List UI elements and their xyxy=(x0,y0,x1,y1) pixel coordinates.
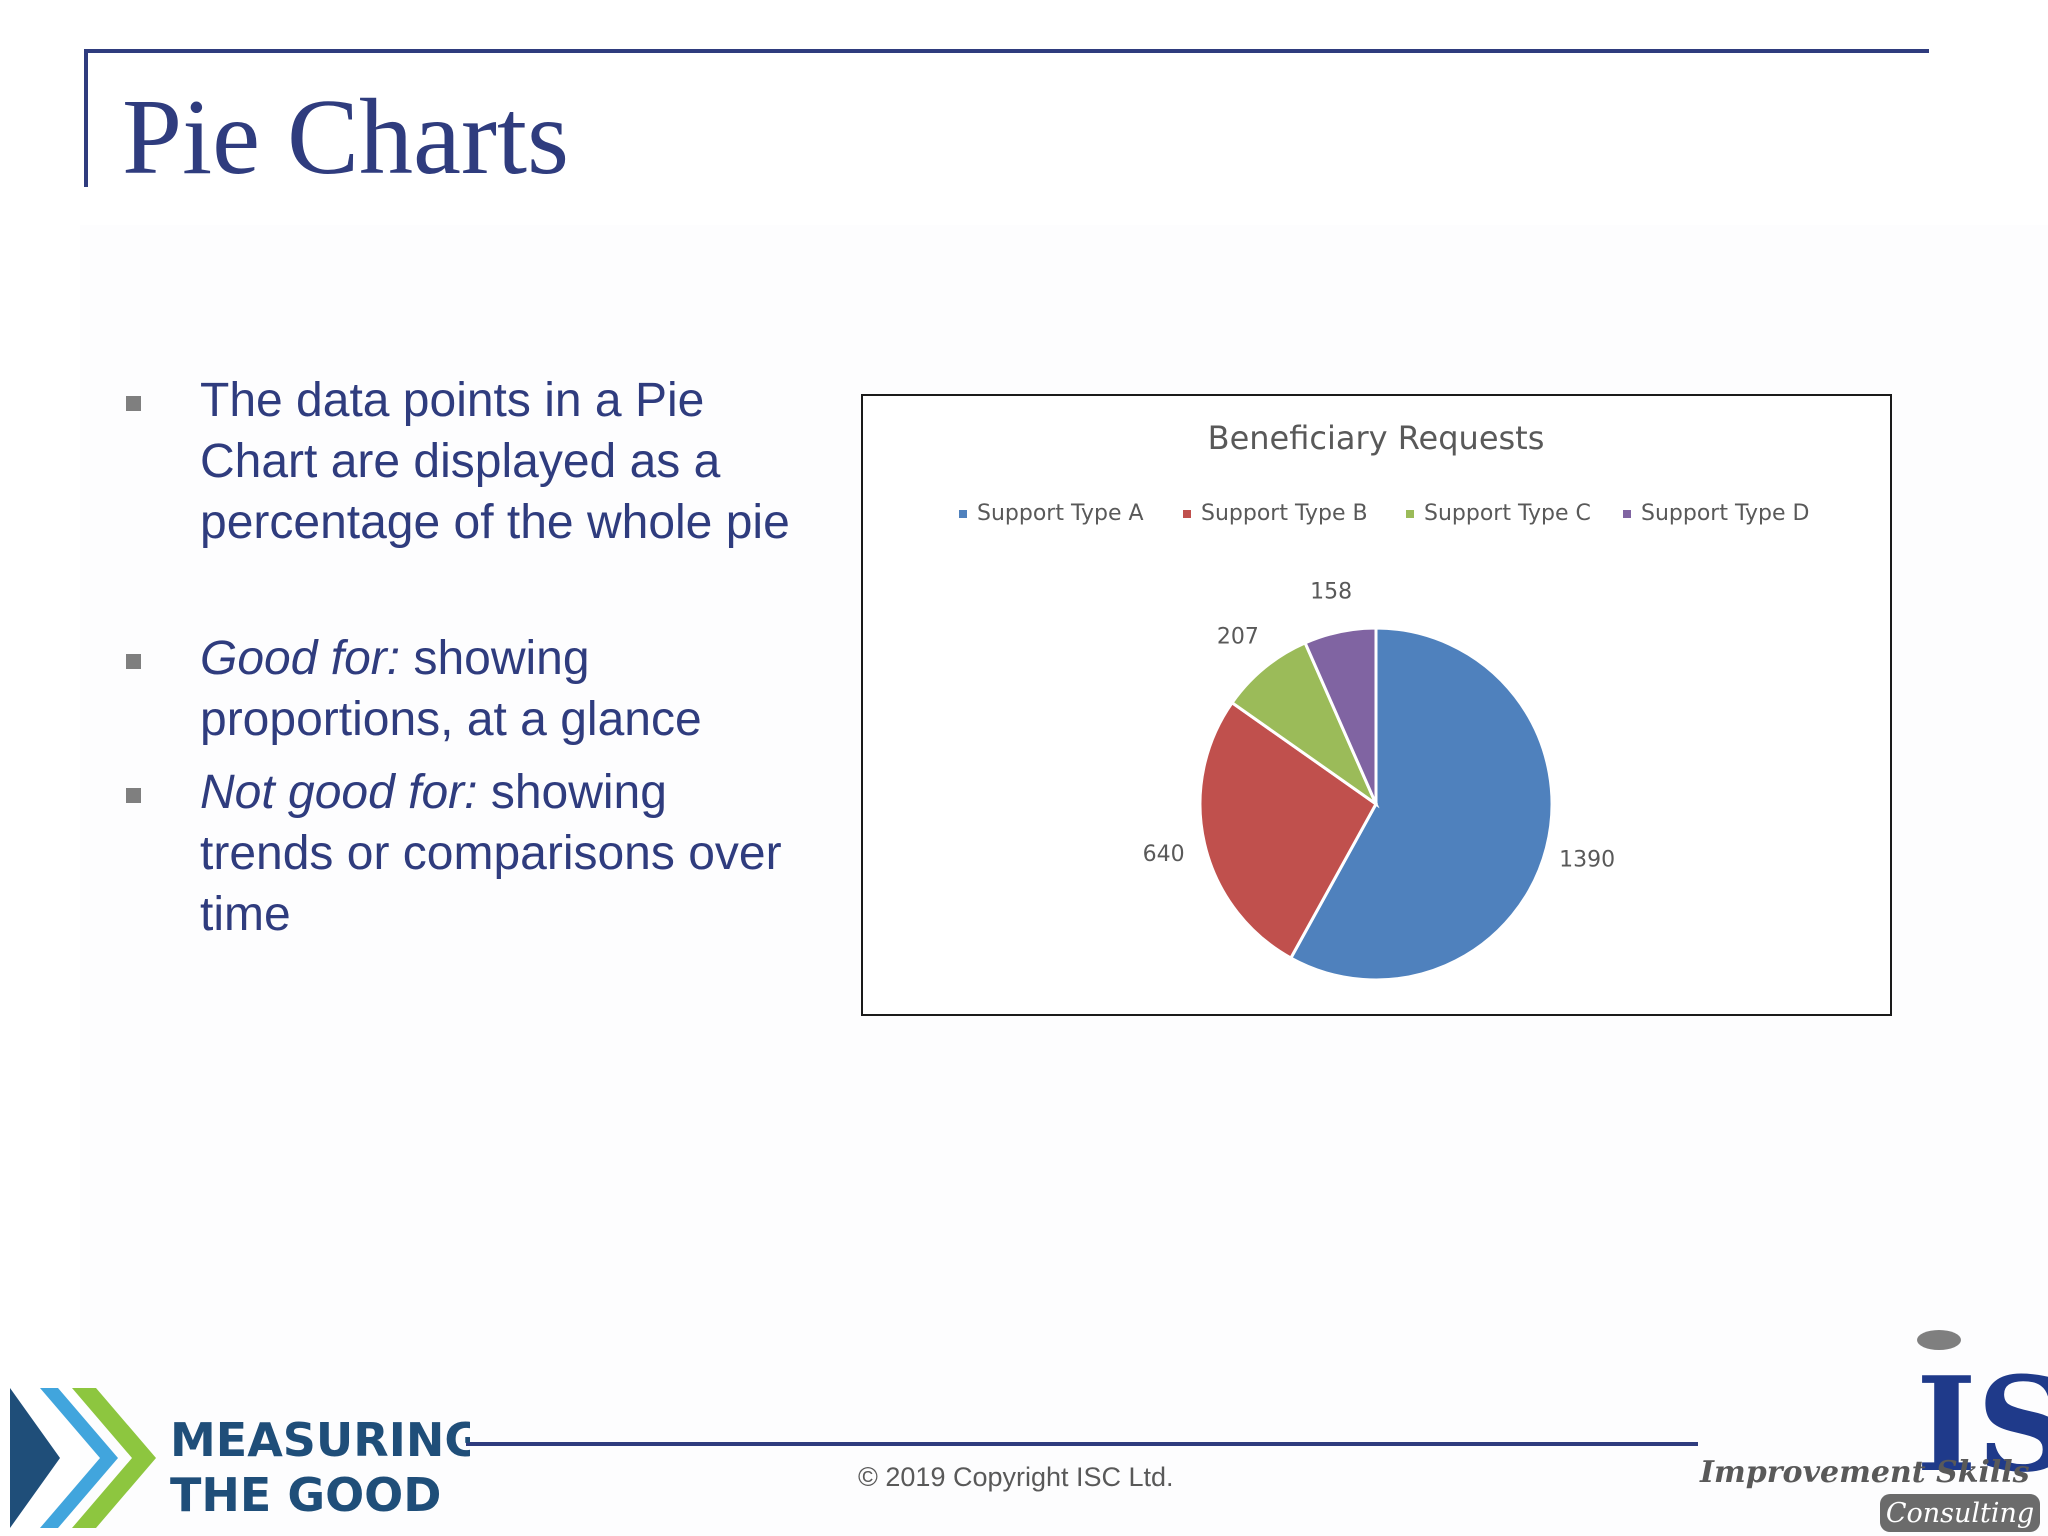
bullet-item: Good for: showing proportions, at a glan… xyxy=(120,628,800,750)
footer-rule xyxy=(466,1442,1698,1446)
square-bullet-icon xyxy=(126,654,141,669)
bullet-lead: Not good for: xyxy=(200,766,478,819)
pie-chart: Beneficiary Requests Support Type A Suppo… xyxy=(861,394,1892,1016)
bullet-text: showing trends or comparisons over time xyxy=(200,766,782,941)
pie-slice xyxy=(1229,640,1380,809)
copyright-text: © 2019 Copyright ISC Ltd. xyxy=(858,1462,1174,1492)
pie-slice xyxy=(1303,626,1378,805)
pie-data-labels: 1390 640 207 158 xyxy=(1143,580,1616,873)
legend-swatch xyxy=(1183,510,1191,518)
logo-mark: IS xyxy=(1916,1348,2048,1501)
bullet-item: The data points in a Pie Chart are displ… xyxy=(120,370,800,553)
logo-swirl-icon xyxy=(1917,1330,1961,1350)
logo-line-2: Consulting xyxy=(1886,1498,2034,1529)
legend-swatch xyxy=(959,510,967,518)
chevron-green-icon xyxy=(72,1388,156,1528)
square-bullet-icon xyxy=(126,788,141,803)
bullet-text: showing proportions, at a glance xyxy=(200,632,702,746)
title-frame-left-rule xyxy=(84,49,88,187)
bullet-item: Not good for: showing trends or comparis… xyxy=(120,762,800,945)
logo-line-1: MEASURING xyxy=(170,1413,470,1467)
chevron-dark-icon xyxy=(10,1388,60,1528)
bullet-list: The data points in a Pie Chart are displ… xyxy=(120,370,800,945)
pie-slices xyxy=(1198,626,1554,982)
title-frame-top-rule xyxy=(84,49,1929,53)
improvement-skills-consulting-logo: IS Improvement Skills Consulting xyxy=(1699,1330,2048,1532)
pie-slice xyxy=(1288,626,1554,982)
square-bullet-icon xyxy=(126,396,141,411)
legend-swatch xyxy=(1406,510,1414,518)
legend-swatch xyxy=(1623,510,1631,518)
logo-line-1: Improvement Skills xyxy=(1699,1455,2030,1490)
legend-label: Support Type A xyxy=(977,501,1144,526)
pie-data-label: 1390 xyxy=(1559,848,1615,873)
logo-badge xyxy=(1880,1494,2040,1532)
chevron-blue-icon xyxy=(40,1388,118,1528)
slide-title: Pie Charts xyxy=(122,78,569,197)
pie-data-label: 158 xyxy=(1310,580,1352,605)
measuring-the-good-logo: MEASURING THE GOOD xyxy=(10,1388,470,1528)
pie-data-label: 207 xyxy=(1217,624,1259,649)
pie-chart-canvas: Beneficiary Requests Support Type A Suppo… xyxy=(959,419,1809,982)
pie-data-label: 640 xyxy=(1143,842,1185,867)
bullet-lead: Good for: xyxy=(200,632,401,685)
legend-label: Support Type D xyxy=(1641,501,1809,526)
logo-line-2: THE GOOD xyxy=(170,1468,441,1522)
pie-slice xyxy=(1198,700,1378,961)
legend-label: Support Type C xyxy=(1424,501,1591,526)
chart-title: Beneficiary Requests xyxy=(1208,419,1545,457)
bullet-text: The data points in a Pie Chart are displ… xyxy=(200,374,790,549)
chart-legend: Support Type A Support Type B Support Type… xyxy=(959,501,1809,526)
legend-label: Support Type B xyxy=(1201,501,1368,526)
